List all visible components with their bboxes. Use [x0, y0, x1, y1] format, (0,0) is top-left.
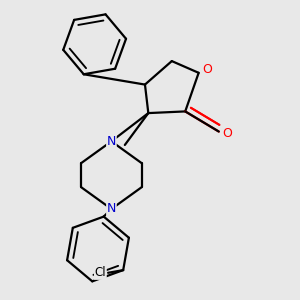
Text: N: N: [107, 135, 116, 148]
Text: Cl: Cl: [94, 266, 106, 279]
Text: O: O: [202, 63, 212, 76]
Text: O: O: [222, 127, 232, 140]
Text: N: N: [107, 202, 116, 215]
